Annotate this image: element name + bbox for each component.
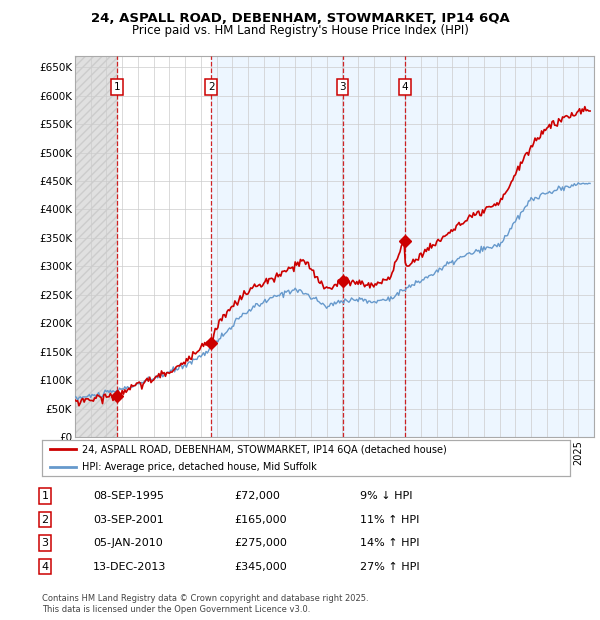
Text: 11% ↑ HPI: 11% ↑ HPI [360, 515, 419, 525]
Text: 05-JAN-2010: 05-JAN-2010 [93, 538, 163, 548]
Text: 2: 2 [208, 82, 215, 92]
Text: £345,000: £345,000 [234, 562, 287, 572]
Text: 9% ↓ HPI: 9% ↓ HPI [360, 491, 413, 501]
Bar [343, 56, 404, 437]
Text: 24, ASPALL ROAD, DEBENHAM, STOWMARKET, IP14 6QA (detached house): 24, ASPALL ROAD, DEBENHAM, STOWMARKET, I… [82, 444, 446, 454]
Text: 2: 2 [41, 515, 49, 525]
Text: 13-DEC-2013: 13-DEC-2013 [93, 562, 166, 572]
Text: 03-SEP-2001: 03-SEP-2001 [93, 515, 164, 525]
Text: 27% ↑ HPI: 27% ↑ HPI [360, 562, 419, 572]
Text: Contains HM Land Registry data © Crown copyright and database right 2025.
This d: Contains HM Land Registry data © Crown c… [42, 595, 368, 614]
Bar [404, 56, 594, 437]
Text: 1: 1 [114, 82, 121, 92]
Text: HPI: Average price, detached house, Mid Suffolk: HPI: Average price, detached house, Mid … [82, 462, 316, 472]
Text: 4: 4 [41, 562, 49, 572]
Text: 4: 4 [401, 82, 408, 92]
Bar [75, 56, 118, 437]
Text: 3: 3 [41, 538, 49, 548]
Text: £275,000: £275,000 [234, 538, 287, 548]
Text: Price paid vs. HM Land Registry's House Price Index (HPI): Price paid vs. HM Land Registry's House … [131, 24, 469, 37]
Text: 24, ASPALL ROAD, DEBENHAM, STOWMARKET, IP14 6QA: 24, ASPALL ROAD, DEBENHAM, STOWMARKET, I… [91, 12, 509, 25]
Text: 08-SEP-1995: 08-SEP-1995 [93, 491, 164, 501]
Text: £72,000: £72,000 [234, 491, 280, 501]
Text: 3: 3 [339, 82, 346, 92]
Bar [75, 56, 118, 437]
Bar [211, 56, 343, 437]
Text: £165,000: £165,000 [234, 515, 287, 525]
Text: 1: 1 [41, 491, 49, 501]
Text: 14% ↑ HPI: 14% ↑ HPI [360, 538, 419, 548]
